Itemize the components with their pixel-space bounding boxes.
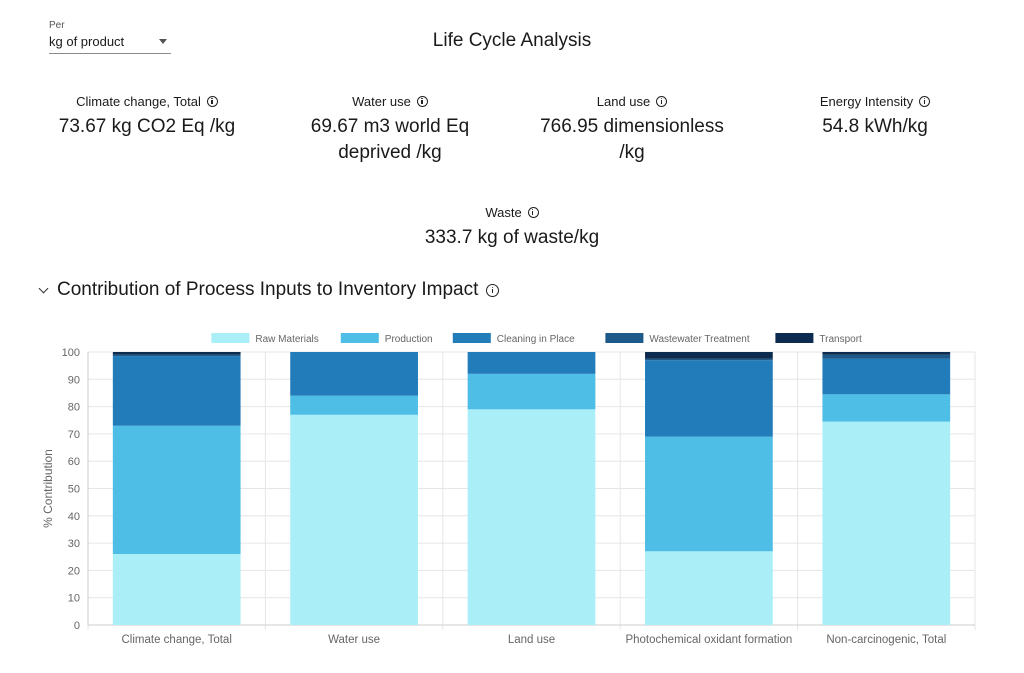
metric-label: Waste xyxy=(485,204,522,220)
y-tick-label: 80 xyxy=(68,402,80,414)
info-icon[interactable] xyxy=(527,206,539,218)
legend-label: Cleaning in Place xyxy=(497,334,575,345)
info-icon[interactable] xyxy=(656,95,668,107)
metric-value: 333.7 kg of waste/kg xyxy=(424,227,600,248)
x-tick-label: Water use xyxy=(328,634,380,646)
y-tick-label: 100 xyxy=(62,347,80,359)
metric-water-use: Water use 69.67 m3 world Eq deprived /kg xyxy=(290,93,490,166)
bar-segment xyxy=(822,394,951,422)
bar-segment xyxy=(290,414,418,625)
legend-swatch xyxy=(340,333,379,343)
page-title: Life Cycle Analysis xyxy=(432,30,592,51)
chevron-down-icon xyxy=(159,39,167,44)
bar-segment xyxy=(645,358,773,361)
info-icon[interactable] xyxy=(486,283,500,297)
metric-energy-intensity: Energy Intensity 54.8 kWh/kg xyxy=(775,93,975,140)
legend-label: Raw Materials xyxy=(255,334,318,345)
bar-segment xyxy=(645,352,773,359)
y-tick-label: 10 xyxy=(68,593,80,605)
metric-value: 69.67 m3 world Eq xyxy=(310,116,470,137)
y-tick-label: 0 xyxy=(74,620,80,632)
bar-segment xyxy=(822,358,951,395)
y-tick-label: 40 xyxy=(68,511,80,523)
y-tick-label: 90 xyxy=(68,374,80,386)
metric-land-use: Land use 766.95 dimensionless/kg xyxy=(522,93,742,166)
metric-value: 766.95 dimensionless xyxy=(540,116,724,137)
metric-value-cont: deprived /kg xyxy=(338,142,442,163)
metric-waste: Waste 333.7 kg of waste/kg xyxy=(402,204,622,251)
per-unit-value: kg of product xyxy=(49,34,125,49)
bar-segment xyxy=(112,356,241,426)
x-tick-label: Photochemical oxidant formation xyxy=(625,634,792,646)
bar-segment xyxy=(822,421,951,625)
legend-label: Transport xyxy=(819,334,862,345)
y-tick-label: 50 xyxy=(68,484,80,496)
info-icon[interactable] xyxy=(206,95,218,107)
x-tick-label: Non-carcinogenic, Total xyxy=(826,634,946,646)
bar-segment xyxy=(112,554,241,625)
y-tick-label: 20 xyxy=(68,565,80,577)
legend-swatch xyxy=(452,333,491,343)
metric-label: Land use xyxy=(596,93,651,109)
legend-label: Production xyxy=(385,334,433,345)
legend-swatch xyxy=(211,333,250,343)
metric-label: Energy Intensity xyxy=(819,93,914,109)
metric-value: 54.8 kWh/kg xyxy=(822,116,928,137)
contribution-section-header[interactable]: Contribution of Process Inputs to Invent… xyxy=(38,279,500,301)
y-axis-label: % Contribution xyxy=(41,449,55,528)
bar-segment xyxy=(467,373,596,410)
section-title: Contribution of Process Inputs to Invent… xyxy=(57,279,479,300)
bar-segment xyxy=(290,395,418,415)
info-icon[interactable] xyxy=(416,95,428,107)
bar-segment xyxy=(645,360,773,437)
bar-segment xyxy=(822,354,951,359)
x-tick-label: Climate change, Total xyxy=(122,634,232,646)
y-tick-label: 70 xyxy=(68,429,80,441)
y-tick-label: 30 xyxy=(68,538,80,550)
per-unit-select[interactable]: Per kg of product xyxy=(49,20,171,54)
per-unit-dropdown[interactable]: kg of product xyxy=(49,34,171,54)
metric-value-cont: /kg xyxy=(619,142,645,163)
bar-segment xyxy=(112,425,241,555)
legend-label: Wastewater Treatment xyxy=(649,334,749,345)
legend-swatch xyxy=(605,333,644,343)
metric-value: 73.67 kg CO2 Eq /kg xyxy=(58,116,236,137)
bar-segment xyxy=(290,352,418,396)
bar-segment xyxy=(467,352,596,374)
metric-label: Water use xyxy=(352,93,411,109)
bar-segment xyxy=(645,436,773,552)
legend-swatch xyxy=(775,333,814,343)
metric-label: Climate change, Total xyxy=(76,93,201,109)
bar-segment xyxy=(822,352,951,355)
bar-segment xyxy=(645,551,773,625)
bar-segment xyxy=(112,354,241,357)
x-tick-label: Land use xyxy=(508,634,555,646)
bar-segment xyxy=(112,352,241,355)
y-tick-label: 60 xyxy=(68,456,80,468)
per-label: Per xyxy=(49,20,65,31)
metric-climate-change: Climate change, Total 73.67 kg CO2 Eq /k… xyxy=(47,93,247,140)
info-icon[interactable] xyxy=(919,95,931,107)
bar-segment xyxy=(467,409,596,625)
